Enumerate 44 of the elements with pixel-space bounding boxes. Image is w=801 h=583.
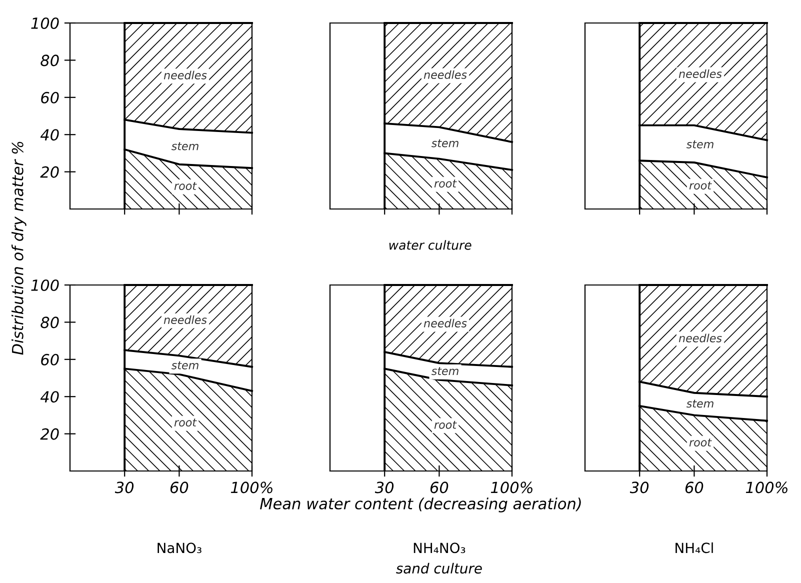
series-label: root bbox=[434, 180, 457, 188]
x-axis-title: Mean water content (decreasing aeration) bbox=[260, 498, 581, 512]
series-label: stem bbox=[431, 139, 458, 148]
x-tick-label: 100% bbox=[746, 482, 788, 494]
series-label: root bbox=[689, 438, 712, 447]
series-label: stem bbox=[171, 361, 198, 370]
y-tick-label: 80 bbox=[40, 316, 59, 328]
y-tick-label: 20 bbox=[40, 166, 59, 178]
y-tick-label: 80 bbox=[40, 54, 59, 66]
series-label: stem bbox=[686, 140, 714, 148]
y-tick-label: 60 bbox=[41, 354, 59, 366]
series-label: needles bbox=[678, 334, 722, 342]
series-label: root bbox=[434, 420, 457, 429]
y-axis-title: Distribution of dry matter % bbox=[12, 142, 26, 355]
x-tick-label: 100% bbox=[230, 482, 272, 494]
text: water culture bbox=[389, 240, 472, 250]
series-label: root bbox=[174, 418, 197, 427]
series-label: stem bbox=[686, 400, 714, 408]
x-tick-label: 30 bbox=[114, 482, 134, 494]
y-tick-label: 60 bbox=[41, 92, 59, 104]
x-tick-label: 60 bbox=[685, 482, 704, 494]
y-tick-label: 100 bbox=[31, 279, 59, 292]
series-label: root bbox=[174, 182, 197, 190]
series-label: needles bbox=[424, 70, 467, 79]
x-tick-label: 100% bbox=[490, 482, 532, 494]
x-tick-label: 30 bbox=[630, 482, 649, 494]
series-label: needles bbox=[424, 318, 467, 328]
y-tick-label: 40 bbox=[40, 129, 59, 141]
x-tick-label: 60 bbox=[170, 482, 188, 494]
series-label: stem bbox=[431, 367, 458, 376]
x-tick-label: 30 bbox=[374, 482, 394, 494]
text: NaNO₃ bbox=[158, 542, 202, 554]
text: sand culture bbox=[396, 562, 482, 574]
y-tick-label: 100 bbox=[31, 17, 59, 30]
series-label: needles bbox=[164, 315, 207, 324]
series-label: root bbox=[689, 182, 712, 190]
text: NH₄NO₃ bbox=[414, 542, 466, 554]
x-tick-label: 60 bbox=[430, 482, 448, 494]
series-label: needles bbox=[678, 69, 722, 78]
y-tick-label: 20 bbox=[40, 428, 59, 440]
series-label: needles bbox=[164, 70, 207, 80]
text: NH₄Cl bbox=[676, 542, 713, 554]
series-label: stem bbox=[171, 142, 198, 150]
y-tick-label: 40 bbox=[40, 391, 59, 403]
